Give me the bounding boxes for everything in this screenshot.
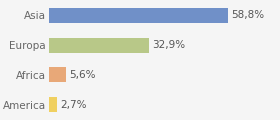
Bar [49, 97, 57, 112]
Text: 2,7%: 2,7% [60, 100, 87, 110]
Text: 32,9%: 32,9% [152, 40, 185, 50]
Text: 58,8%: 58,8% [231, 10, 264, 20]
Bar [49, 8, 228, 23]
Bar [49, 38, 149, 53]
Bar [49, 67, 66, 82]
Text: 5,6%: 5,6% [69, 70, 95, 80]
